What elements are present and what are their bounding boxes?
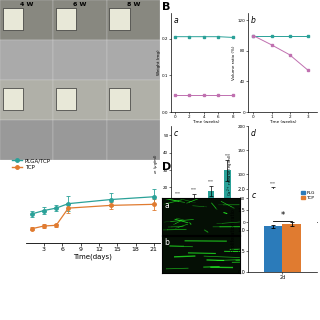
Text: ***: *** — [208, 179, 214, 183]
Text: ***: *** — [224, 153, 230, 157]
Text: 8 W: 8 W — [127, 2, 140, 7]
Bar — [53, 40, 107, 80]
Bar — [107, 120, 160, 160]
Text: ***: *** — [270, 181, 276, 185]
Bar — [191, 198, 197, 222]
Y-axis label: Proliferation ratio: Proliferation ratio — [231, 209, 236, 252]
Bar — [107, 40, 160, 80]
Bar — [282, 219, 302, 222]
Bar — [174, 202, 181, 222]
Text: c: c — [252, 191, 256, 200]
Bar — [0, 0, 53, 40]
Y-axis label: $\mathregular{PO_4^{3-}}$ release ($\mu$g/ml): $\mathregular{PO_4^{3-}}$ release ($\mu$… — [151, 153, 162, 196]
Bar — [208, 191, 214, 222]
Bar — [264, 226, 282, 272]
Bar — [224, 170, 230, 222]
Bar — [263, 191, 282, 222]
Text: a: a — [174, 16, 179, 25]
Bar — [53, 120, 107, 160]
Text: c: c — [174, 129, 178, 138]
Bar — [0, 40, 53, 80]
Text: b: b — [251, 16, 256, 25]
Text: *: * — [280, 211, 284, 220]
Text: d: d — [251, 129, 256, 138]
Bar — [214, 220, 220, 222]
Y-axis label: $\mathregular{Ca^{2+}}$ release (ng/ml): $\mathregular{Ca^{2+}}$ release (ng/ml) — [226, 153, 236, 196]
Bar — [282, 224, 301, 272]
Bar — [0, 80, 53, 120]
Legend: PLG, TCP: PLG, TCP — [301, 191, 315, 200]
Text: 6 W: 6 W — [73, 2, 87, 7]
Bar — [197, 220, 204, 222]
Bar — [109, 88, 130, 110]
Text: a: a — [165, 201, 170, 210]
Bar — [0, 120, 53, 160]
Text: b: b — [165, 238, 170, 247]
Text: ***: *** — [174, 191, 180, 195]
X-axis label: Time (weeks): Time (weeks) — [269, 120, 296, 124]
Y-axis label: Weight (mg): Weight (mg) — [156, 50, 161, 75]
Bar — [107, 80, 160, 120]
Bar — [181, 219, 187, 222]
Bar — [56, 8, 76, 30]
Y-axis label: Volume ratio (%): Volume ratio (%) — [232, 45, 236, 80]
Bar — [230, 219, 237, 222]
Text: B: B — [162, 2, 170, 12]
Text: D: D — [162, 162, 171, 172]
X-axis label: Time (weeks): Time (weeks) — [192, 120, 219, 124]
Bar — [109, 8, 130, 30]
Bar — [56, 88, 76, 110]
X-axis label: Time (weeks): Time (weeks) — [192, 231, 219, 235]
Bar — [53, 80, 107, 120]
Bar — [3, 8, 23, 30]
Bar — [53, 0, 107, 40]
Text: ***: *** — [191, 188, 197, 192]
X-axis label: Time(days): Time(days) — [73, 253, 112, 260]
Legend: PLGA/TCP, TCP: PLGA/TCP, TCP — [12, 158, 51, 170]
Bar — [3, 88, 23, 110]
Text: 4 W: 4 W — [20, 2, 33, 7]
Bar — [107, 0, 160, 40]
